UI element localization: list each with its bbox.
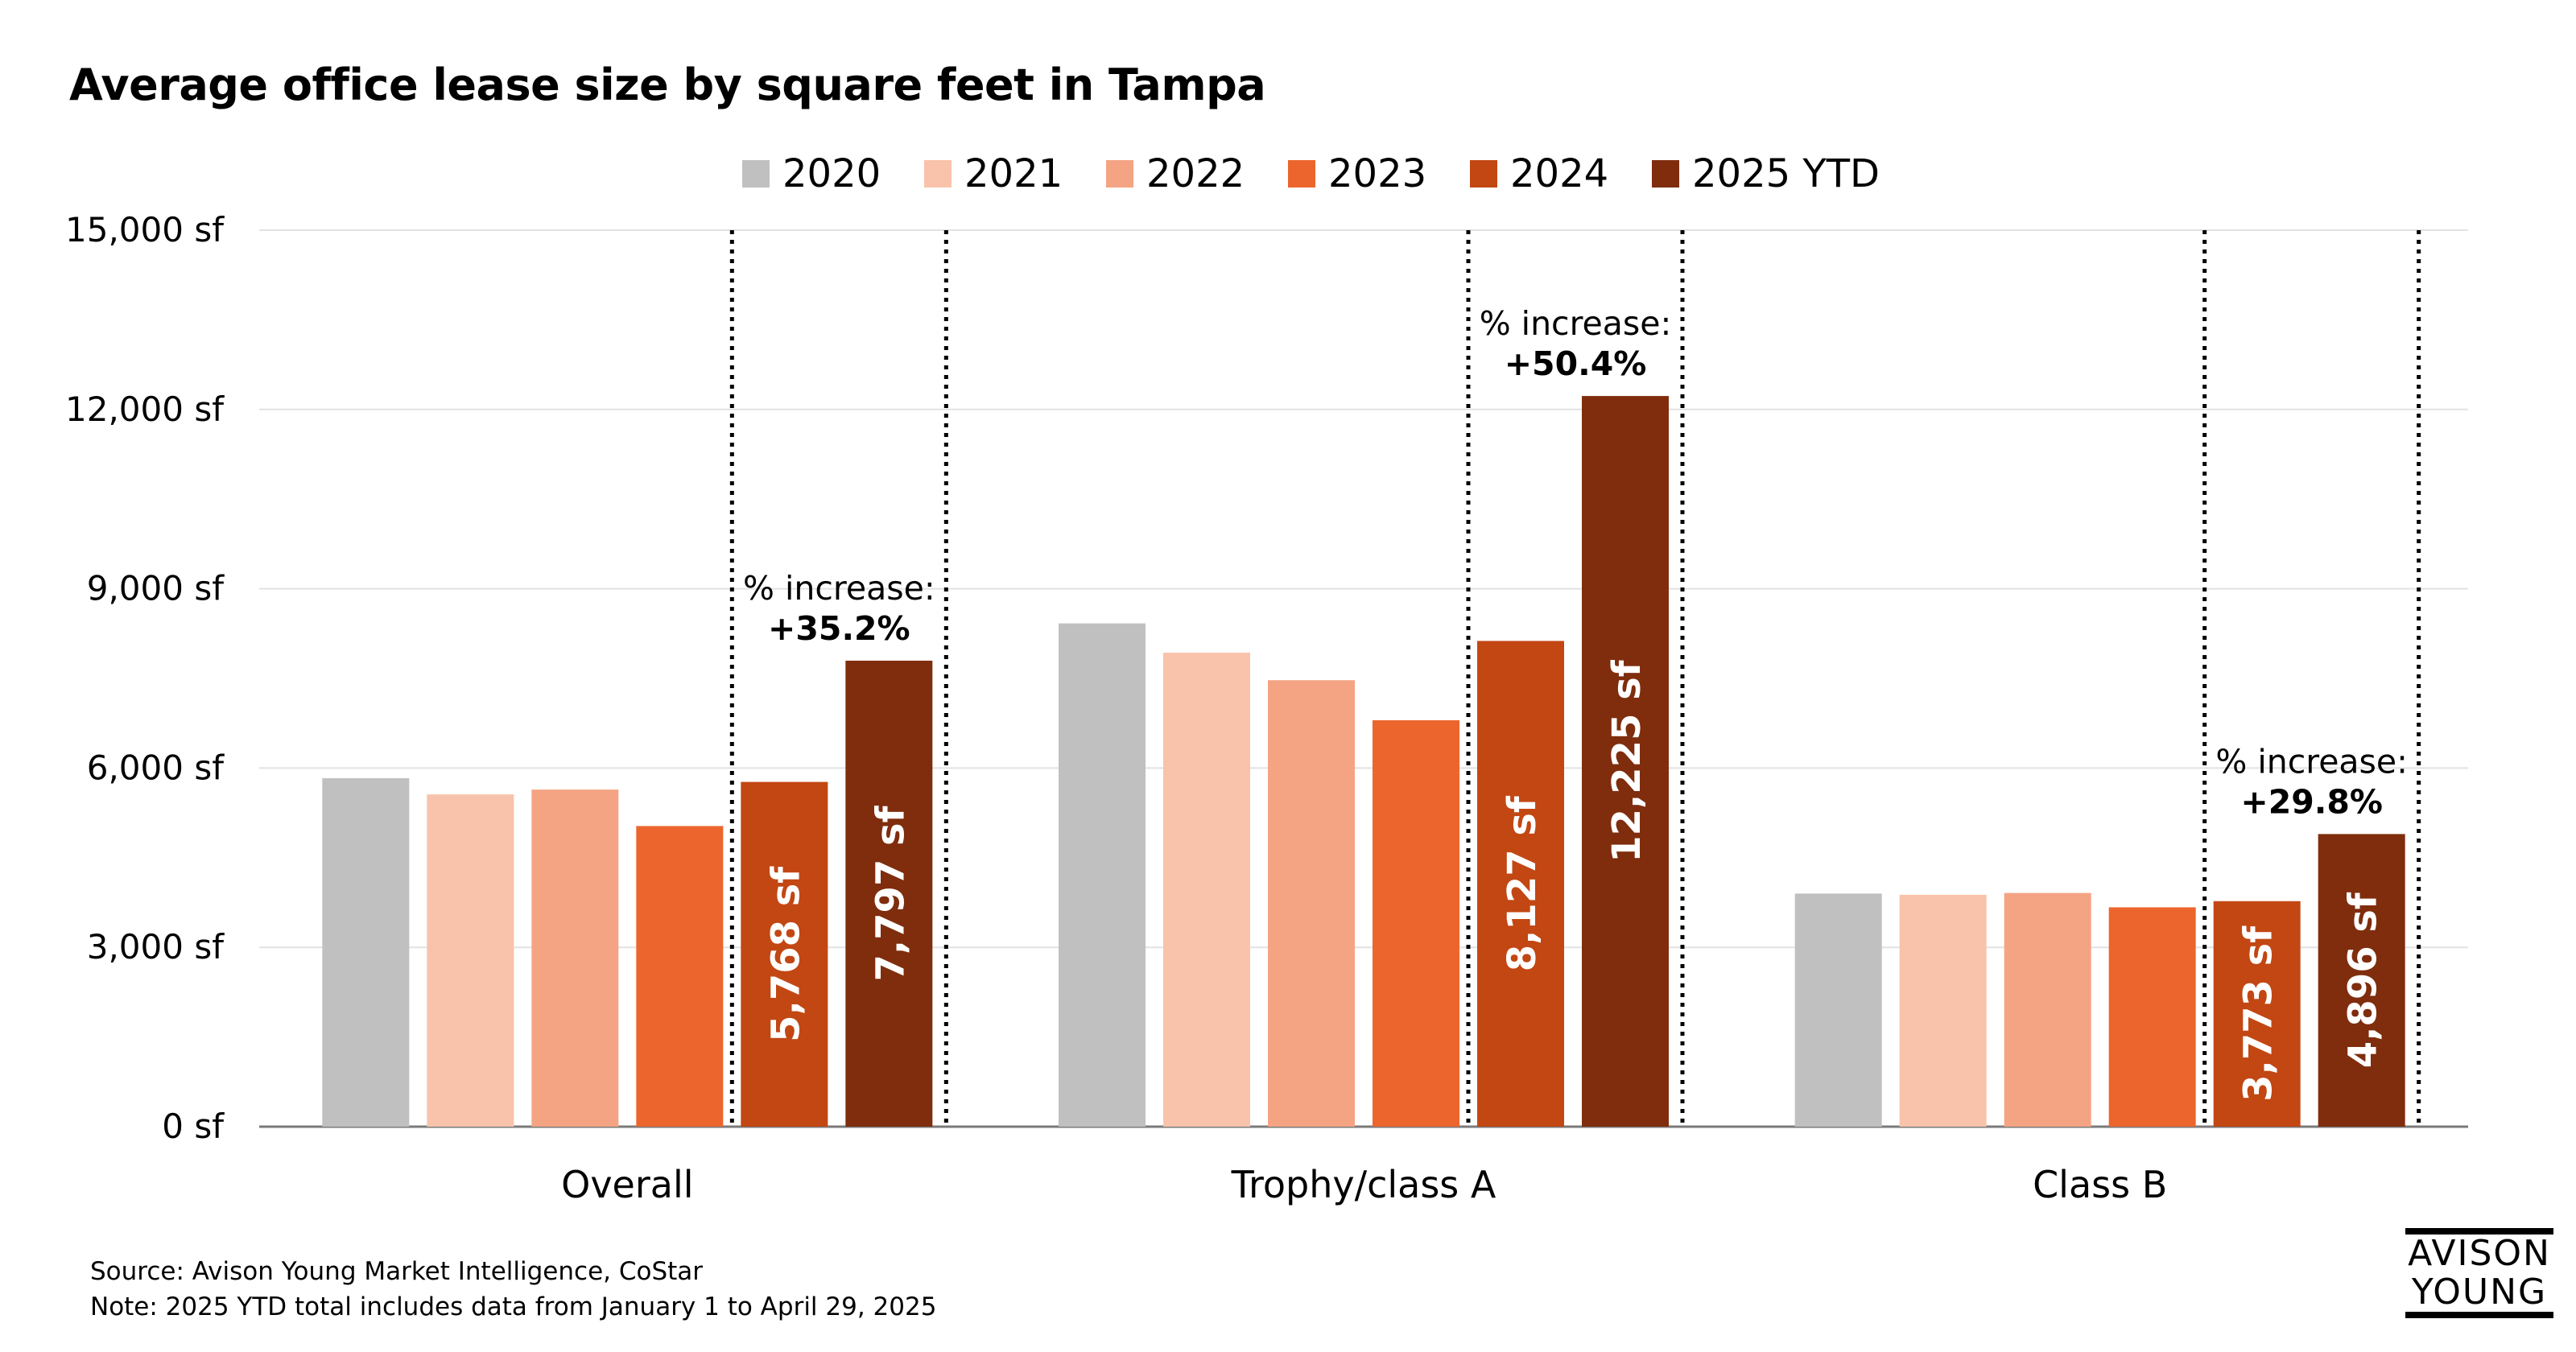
bar-value-label: 12,225 sf (1604, 659, 1649, 863)
bar-value-label: 8,127 sf (1500, 795, 1545, 971)
bar-2025-ytd (845, 660, 933, 1127)
x-category-label: Trophy/class A (1231, 1163, 1496, 1206)
y-tick-label: 6,000 sf (87, 748, 225, 787)
logo-line-2: YOUNG (2411, 1272, 2548, 1313)
footnote: Note: 2025 YTD total includes data from … (90, 1292, 937, 1321)
bar-value-label: 7,797 sf (868, 805, 913, 981)
bar-2022 (2004, 892, 2091, 1127)
bar-value-label: 3,773 sf (2236, 925, 2281, 1102)
bar-2024 (1477, 641, 1564, 1127)
legend-swatch (1106, 160, 1133, 188)
y-tick-label: 15,000 sf (65, 210, 225, 249)
legend-label: 2024 (1510, 151, 1608, 196)
legend-swatch (1652, 160, 1679, 188)
annotation-label: % increase: (743, 569, 935, 608)
x-category-label: Overall (561, 1163, 693, 1206)
legend-label: 2022 (1146, 151, 1245, 196)
bar-2025-ytd (1582, 396, 1669, 1127)
bar-2025-ytd (2318, 834, 2405, 1127)
legend-swatch (1288, 160, 1315, 188)
y-tick-label: 9,000 sf (87, 569, 225, 608)
bar-2024 (2213, 901, 2301, 1127)
y-tick-label: 12,000 sf (65, 390, 225, 429)
bar-2024 (741, 781, 828, 1127)
bar-2022 (1268, 680, 1355, 1127)
bar-2023 (636, 826, 724, 1127)
bar-value-label: 4,896 sf (2341, 892, 2386, 1068)
chart-title: Average office lease size by square feet… (69, 60, 1266, 110)
annotation-value: +50.4% (1505, 344, 1647, 383)
avison-young-logo: AVISON YOUNG (2405, 1228, 2553, 1318)
bar-2023 (1373, 719, 1459, 1127)
x-category-label: Class B (2033, 1163, 2167, 1206)
legend-swatch (742, 160, 770, 188)
legend-label: 2021 (964, 151, 1063, 196)
source-note: Source: Avison Young Market Intelligence… (90, 1257, 704, 1286)
bar-2021 (427, 794, 514, 1127)
annotation-value: +35.2% (768, 609, 910, 648)
bar-2023 (2108, 907, 2196, 1127)
bar-2021 (1163, 653, 1250, 1127)
annotation-value: +29.8% (2240, 782, 2383, 821)
legend-swatch (1470, 160, 1497, 188)
bar-2020 (322, 778, 410, 1127)
bar-value-label: 5,768 sf (763, 866, 808, 1042)
y-tick-label: 0 sf (162, 1107, 225, 1146)
legend-swatch (924, 160, 952, 188)
legend-label: 2023 (1328, 151, 1426, 196)
bar-2022 (531, 789, 619, 1127)
legend-label: 2020 (782, 151, 881, 196)
annotation-label: % increase: (1480, 304, 1672, 343)
bar-2021 (1899, 894, 1987, 1127)
bar-2020 (1794, 893, 1882, 1127)
y-tick-label: 3,000 sf (87, 927, 225, 967)
annotation-label: % increase: (2215, 742, 2408, 781)
logo-line-1: AVISON (2408, 1233, 2551, 1274)
legend-label: 2025 YTD (1692, 151, 1880, 196)
bar-2020 (1059, 623, 1146, 1127)
